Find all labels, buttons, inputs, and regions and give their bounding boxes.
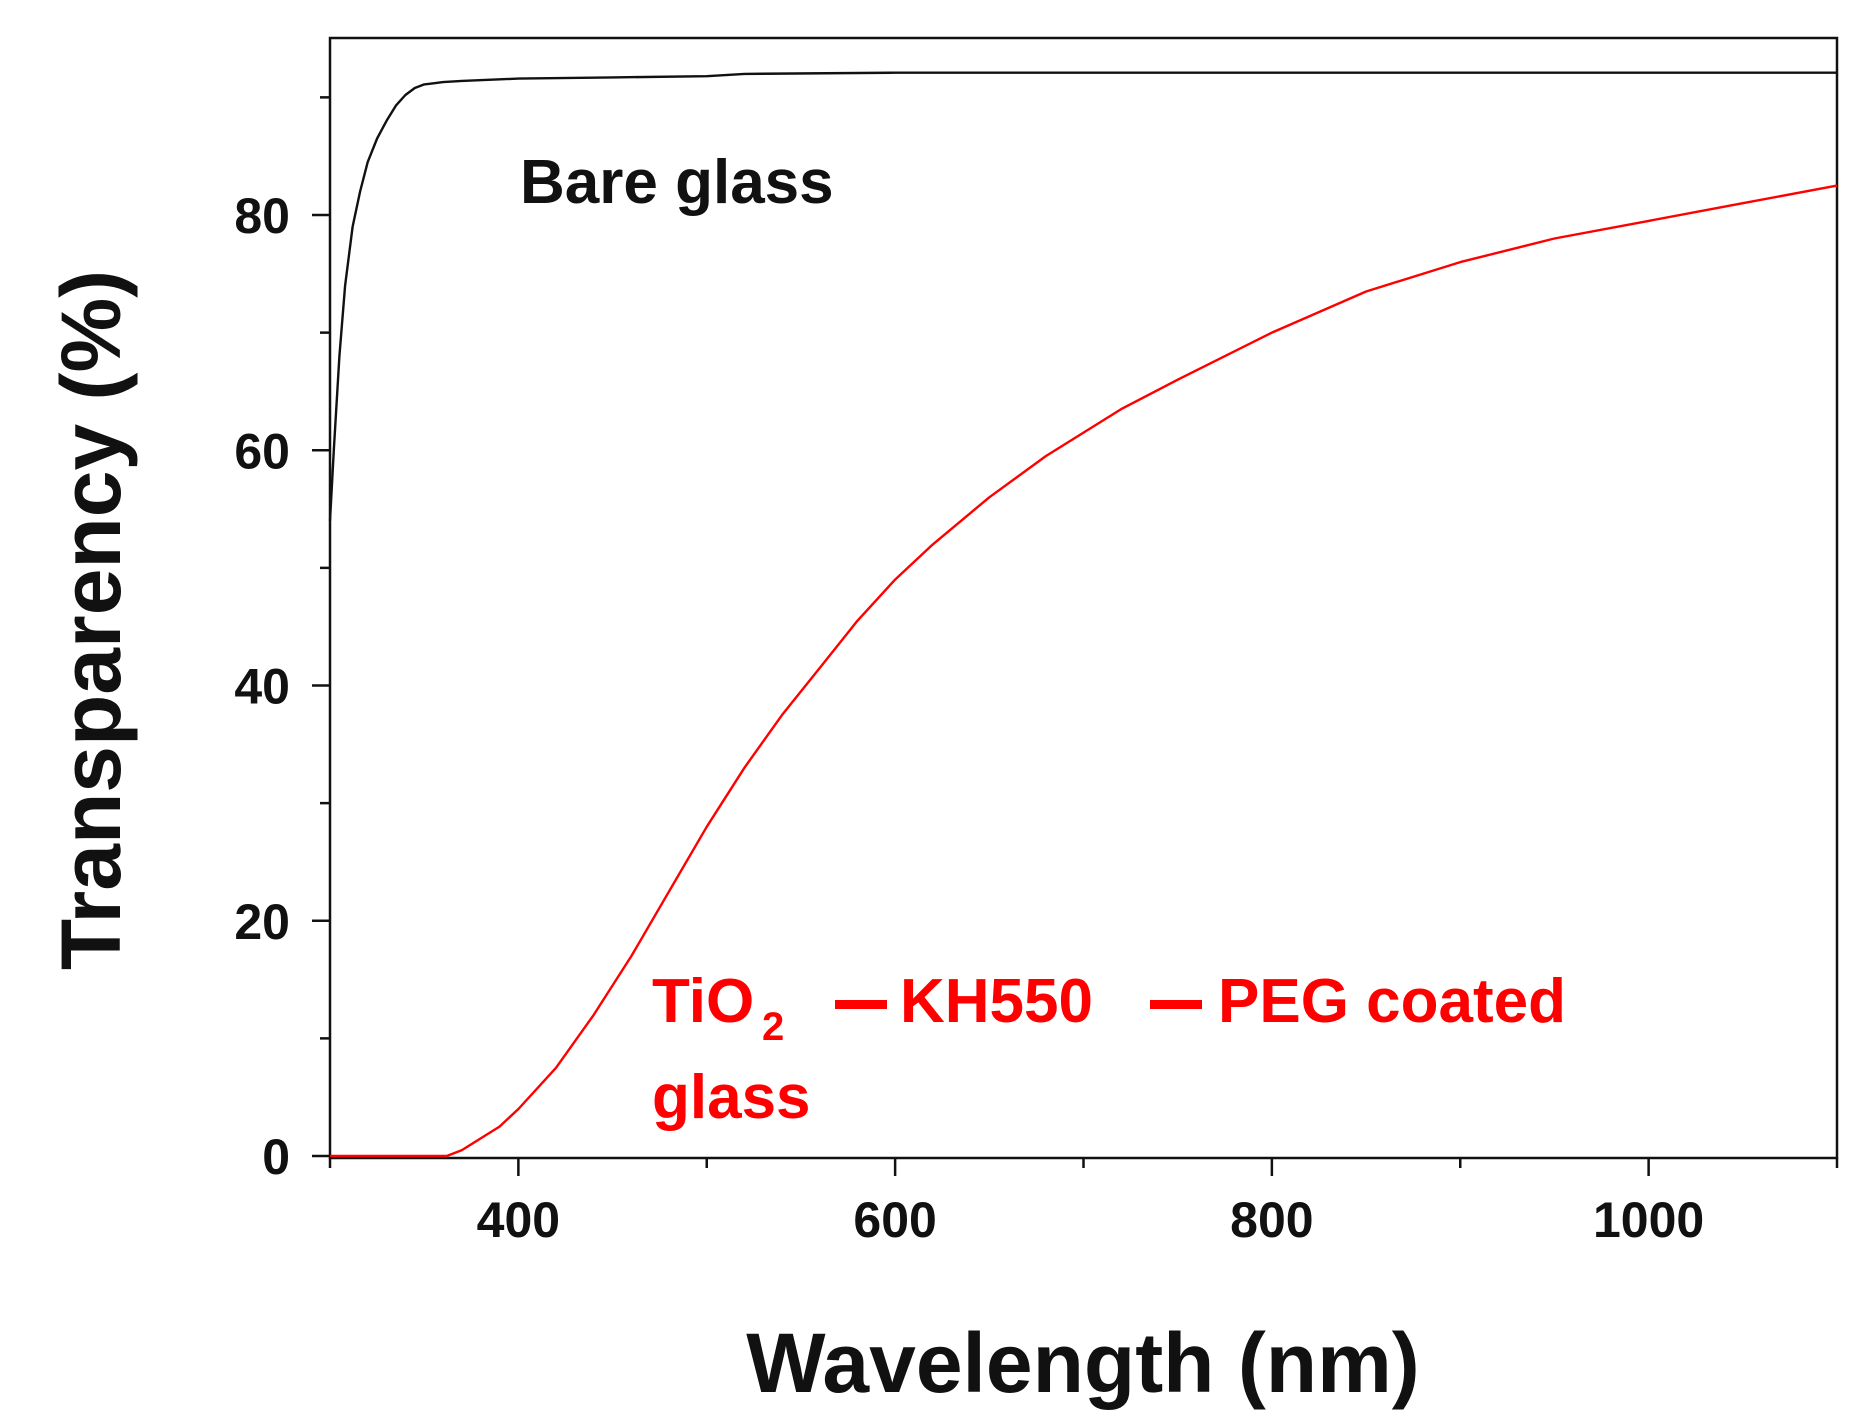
x-tick-label: 400 bbox=[477, 1192, 560, 1248]
x-axis-ticks bbox=[328, 1158, 1839, 1176]
series-lines bbox=[328, 71, 1838, 1158]
coated-label-tio: TiO bbox=[652, 967, 754, 1036]
y-tick-label: 0 bbox=[262, 1129, 290, 1185]
coated-glass-line bbox=[330, 184, 1838, 1158]
coated-glass-label: TiO 2 KH550 PEG coated glass bbox=[652, 967, 1566, 1132]
y-axis-title: Transparency (%) bbox=[44, 270, 138, 970]
bare-glass-label: Bare glass bbox=[520, 148, 834, 217]
y-tick-label: 80 bbox=[234, 188, 290, 244]
x-tick-label: 1000 bbox=[1593, 1192, 1704, 1248]
y-axis-tick-labels: 0 20 40 60 80 bbox=[234, 188, 290, 1185]
x-axis-tick-labels: 400 600 800 1000 bbox=[477, 1192, 1705, 1248]
coated-label-kh550: KH550 bbox=[900, 967, 1093, 1036]
bare-glass-line bbox=[328, 71, 1837, 521]
coated-label-subscript: 2 bbox=[762, 1005, 784, 1049]
x-tick-label: 600 bbox=[853, 1192, 936, 1248]
y-tick-label: 40 bbox=[234, 659, 290, 715]
coated-label-line2: glass bbox=[652, 1063, 811, 1132]
x-axis-title: Wavelength (nm) bbox=[746, 1316, 1420, 1410]
y-tick-label: 60 bbox=[234, 423, 290, 479]
coated-label-dash-1 bbox=[835, 1000, 887, 1009]
coated-label-peg: PEG coated bbox=[1218, 967, 1566, 1036]
coated-label-dash-2 bbox=[1150, 1000, 1202, 1009]
x-tick-label: 800 bbox=[1230, 1192, 1313, 1248]
y-tick-label: 20 bbox=[234, 894, 290, 950]
y-axis-ticks bbox=[312, 96, 330, 1158]
